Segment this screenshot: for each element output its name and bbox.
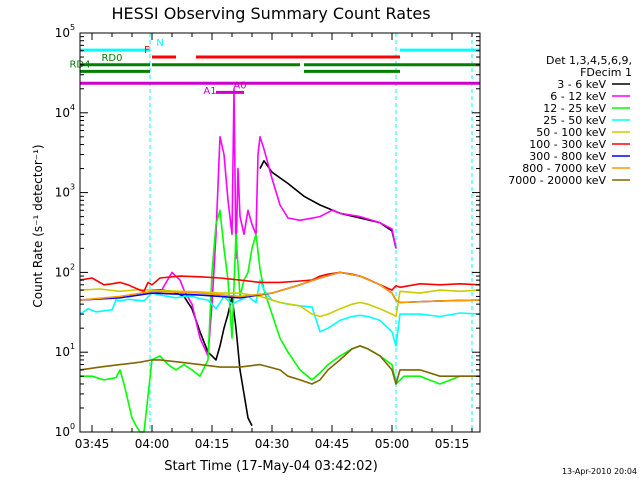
y-tick-exponent: 0: [70, 422, 75, 431]
series-line-1: [151, 88, 397, 357]
y-tick-exponent: 4: [70, 103, 75, 112]
plot-area: [80, 33, 480, 432]
y-tick-exponent: 3: [70, 183, 75, 192]
y-tick-label: 10: [55, 106, 70, 120]
legend-label-3: 25 - 50 keV: [543, 114, 606, 127]
x-tick-label: 04:30: [255, 437, 290, 451]
series-4: [79, 288, 481, 318]
data-series: [79, 88, 481, 433]
legend-label-1: 6 - 12 keV: [550, 90, 606, 103]
y-tick-label: 10: [55, 186, 70, 200]
legend-title-line: FDecim 1: [580, 66, 632, 79]
y-tick-label: 10: [55, 265, 70, 279]
legend-label-5: 100 - 300 keV: [529, 138, 606, 151]
y-axis-label: Count Rate (s⁻¹ detector⁻¹): [31, 144, 45, 307]
series-line-4: [79, 288, 481, 318]
x-axis-label: Start Time (17-May-04 03:42:02): [164, 459, 378, 474]
series-7: [79, 271, 481, 304]
state-bar-label: RD0: [101, 53, 122, 64]
plot-background: [80, 33, 480, 432]
state-bar-label: A1: [203, 86, 216, 97]
x-tick-label: 04:45: [315, 437, 350, 451]
y-tick-label: 10: [55, 425, 70, 439]
x-tick-label: 03:45: [75, 437, 110, 451]
x-tick-label: 04:00: [135, 437, 170, 451]
y-tick-label: 10: [55, 26, 70, 40]
legend-label-2: 12 - 25 keV: [543, 102, 606, 115]
y-tick-exponent: 2: [70, 262, 75, 271]
state-bar-label: F: [144, 45, 150, 56]
legend-label-7: 800 - 7000 keV: [522, 162, 606, 175]
legend-title-line: Det 1,3,4,5,6,9,: [546, 54, 632, 67]
series-5: [79, 271, 481, 293]
y-tick-exponent: 5: [70, 23, 75, 32]
state-bar-label: A0: [233, 80, 246, 91]
series-8: [79, 345, 480, 385]
series-1: [151, 88, 397, 357]
footer-date: 13-Apr-2010 20:04: [562, 467, 637, 476]
chart-title: HESSI Observing Summary Count Rates: [111, 4, 430, 23]
legend-label-4: 50 - 100 keV: [536, 126, 606, 139]
x-tick-label: 05:00: [375, 437, 410, 451]
series-line-5: [79, 271, 481, 293]
state-bar-label: N: [156, 38, 163, 49]
x-tick-label: 04:15: [195, 437, 230, 451]
legend-label-0: 3 - 6 keV: [557, 78, 606, 91]
y-tick-exponent: 1: [70, 342, 75, 351]
x-tick-label: 05:15: [435, 437, 470, 451]
series-line-7: [79, 271, 481, 304]
axes-frame: [79, 32, 481, 433]
y-tick-label: 10: [55, 345, 70, 359]
series-line-8: [79, 345, 480, 385]
legend-label-6: 300 - 800 keV: [529, 150, 606, 163]
legend-label-8: 7000 - 20000 keV: [508, 174, 606, 187]
